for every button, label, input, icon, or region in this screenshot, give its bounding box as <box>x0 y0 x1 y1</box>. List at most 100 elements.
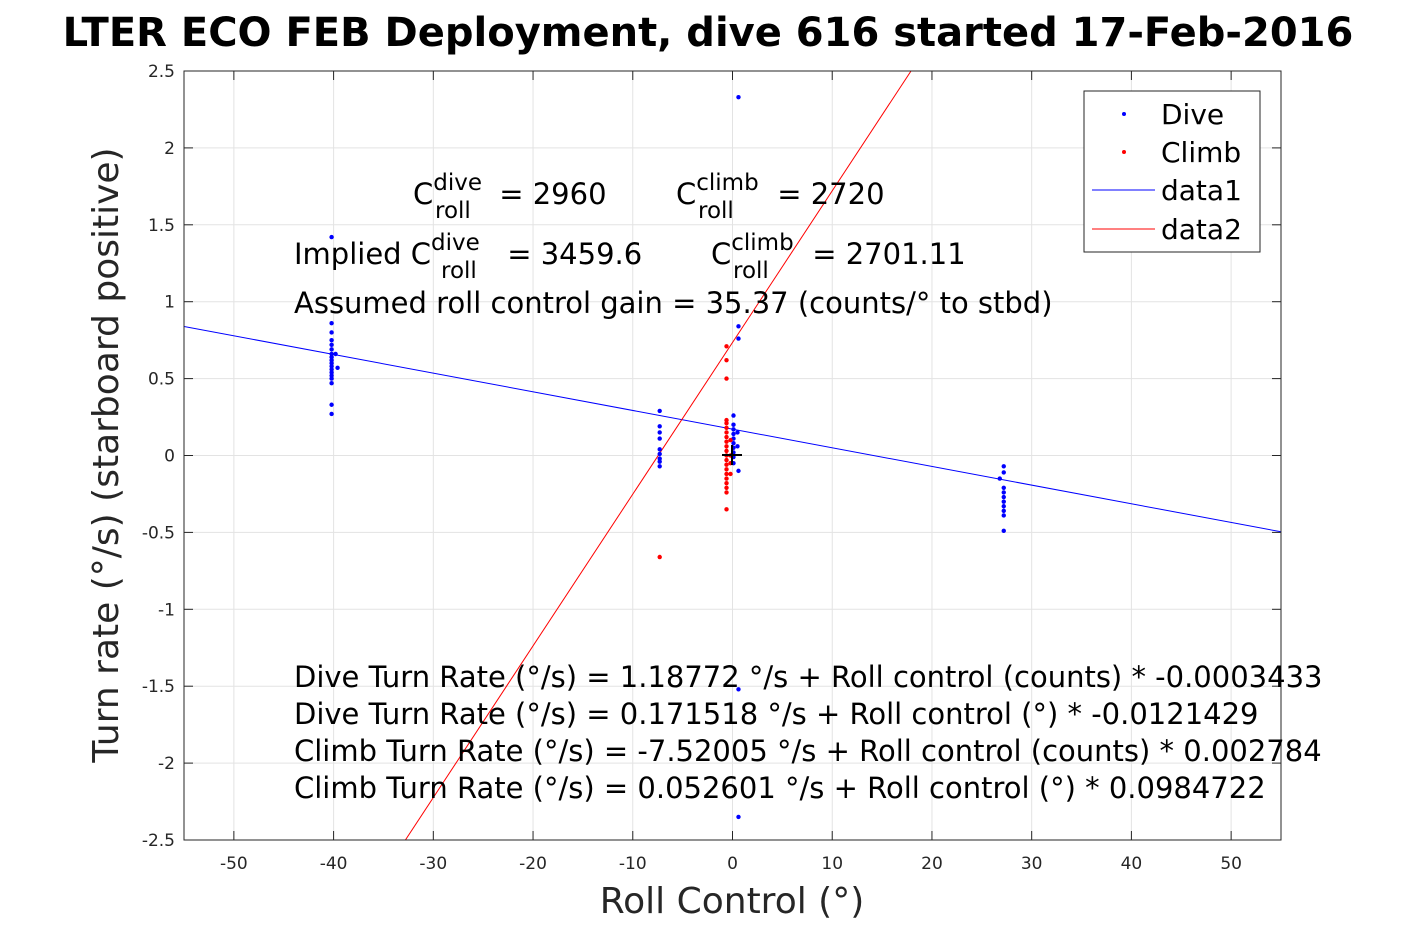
climb-point <box>724 480 729 486</box>
dive-point <box>329 367 334 372</box>
y-tick-label: 1 <box>164 293 175 313</box>
y-tick-label: 2.5 <box>148 62 175 82</box>
climb-point <box>728 437 733 443</box>
dive-point <box>735 430 740 435</box>
x-tick-label: 10 <box>821 854 843 874</box>
y-tick-label: 1.5 <box>148 216 175 236</box>
dive-point <box>731 413 736 418</box>
dive-point <box>997 476 1002 481</box>
dive-point <box>329 354 334 360</box>
dive-point <box>329 347 334 352</box>
x-tick-label: -50 <box>220 854 248 874</box>
x-tick-label: -30 <box>419 854 447 874</box>
dive-eq-degrees: Dive Turn Rate (°/s) = 0.171518 °/s + Ro… <box>294 697 1259 731</box>
dive-point <box>657 459 662 464</box>
y-tick-label: -1 <box>158 600 175 620</box>
dive-point <box>657 430 662 435</box>
y-tick-label: -2.5 <box>142 831 175 851</box>
dive-point <box>657 436 662 441</box>
dive-point <box>329 364 334 369</box>
climb-point <box>724 476 729 481</box>
legend-box <box>1083 90 1261 253</box>
x-tick-label: -40 <box>320 854 348 874</box>
climb-point <box>724 417 729 423</box>
dive-point <box>736 814 741 820</box>
y-tick-label: 0.5 <box>148 370 175 390</box>
dive-point <box>329 373 334 378</box>
dive-point <box>1001 513 1006 518</box>
dive-point <box>1001 485 1006 490</box>
y-tick-label: -0.5 <box>142 523 175 543</box>
c-roll-dive-annotation: Cdive roll = 2960 <box>413 170 607 224</box>
climb-eq-degrees: Climb Turn Rate (°/s) = 0.052601 °/s + R… <box>294 771 1266 805</box>
plot-frame <box>183 70 1282 841</box>
y-tick-label: 2 <box>164 139 175 159</box>
legend-climb-label: Climb <box>1161 136 1241 169</box>
climb-point <box>657 554 662 560</box>
legend-data1-label: data1 <box>1161 174 1242 207</box>
dive-point <box>731 427 736 432</box>
roll-gain-annotation: Assumed roll control gain = 35.37 (count… <box>294 286 1053 320</box>
climb-point <box>724 457 729 463</box>
dive-point <box>657 456 662 461</box>
legend: Dive Climb data1 data2 <box>1083 90 1261 253</box>
axis-ticks: -50 -40 -30 -20 -10 0 10 20 30 40 50 2.5 2 1.5 1 0.5 0 -0… <box>142 62 1281 874</box>
dive-point <box>736 324 741 329</box>
dive-point <box>736 468 741 474</box>
data-points <box>329 94 1006 820</box>
legend-dive-marker <box>1122 112 1126 116</box>
x-tick-label: 20 <box>921 854 943 874</box>
dive-point <box>735 444 740 449</box>
climb-point <box>724 376 729 381</box>
climb-point <box>724 421 729 426</box>
dive-point <box>731 422 736 427</box>
dive-point <box>1001 464 1006 469</box>
x-tick-label: 30 <box>1021 854 1043 874</box>
climb-point <box>724 344 729 349</box>
climb-point <box>724 425 729 431</box>
climb-point <box>724 448 729 454</box>
dive-point <box>329 370 334 375</box>
dive-point <box>329 361 334 366</box>
climb-point <box>724 439 729 444</box>
dive-point <box>1001 528 1006 534</box>
dive-point <box>657 424 662 429</box>
climb-point <box>728 471 733 477</box>
implied-c-roll-climb-annotation: Cclimb roll = 2701.11 <box>711 230 966 284</box>
dive-point <box>329 337 334 343</box>
x-tick-label: -10 <box>619 854 647 874</box>
x-tick-label: 40 <box>1121 854 1143 874</box>
dive-eq-counts: Dive Turn Rate (°/s) = 1.18772 °/s + Rol… <box>294 660 1322 694</box>
dive-point <box>329 342 334 347</box>
dive-point <box>731 440 736 446</box>
y-axis-label: Turn rate (°/s) (starboard positive) <box>86 147 127 763</box>
legend-climb-marker <box>1122 150 1126 154</box>
climb-point <box>724 485 729 490</box>
dive-point <box>736 687 741 692</box>
dive-point <box>333 351 338 357</box>
x-tick-label: 0 <box>727 854 738 874</box>
dive-point <box>657 464 662 469</box>
climb-point <box>724 471 729 477</box>
dive-point <box>736 336 741 341</box>
x-tick-label: 50 <box>1220 854 1242 874</box>
dive-point <box>329 381 334 386</box>
dive-point <box>736 94 741 100</box>
climb-point <box>724 434 729 440</box>
dive-point <box>731 431 736 437</box>
dive-point <box>657 408 662 414</box>
climb-point <box>724 507 729 512</box>
climb-point <box>724 430 729 435</box>
y-tick-label: -2 <box>158 754 175 774</box>
dive-point <box>1001 494 1006 500</box>
dive-point <box>657 451 662 457</box>
dive-point <box>329 321 334 326</box>
legend-dive-label: Dive <box>1161 98 1224 131</box>
climb-eq-counts: Climb Turn Rate (°/s) = -7.52005 °/s + R… <box>294 734 1322 768</box>
climb-point <box>724 490 729 495</box>
x-tick-label: -20 <box>519 854 547 874</box>
dive-point <box>1001 499 1006 504</box>
dive-point <box>329 402 334 407</box>
dive-point <box>329 411 334 417</box>
